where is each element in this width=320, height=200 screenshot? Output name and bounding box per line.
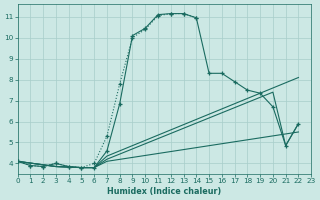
X-axis label: Humidex (Indice chaleur): Humidex (Indice chaleur): [107, 187, 221, 196]
